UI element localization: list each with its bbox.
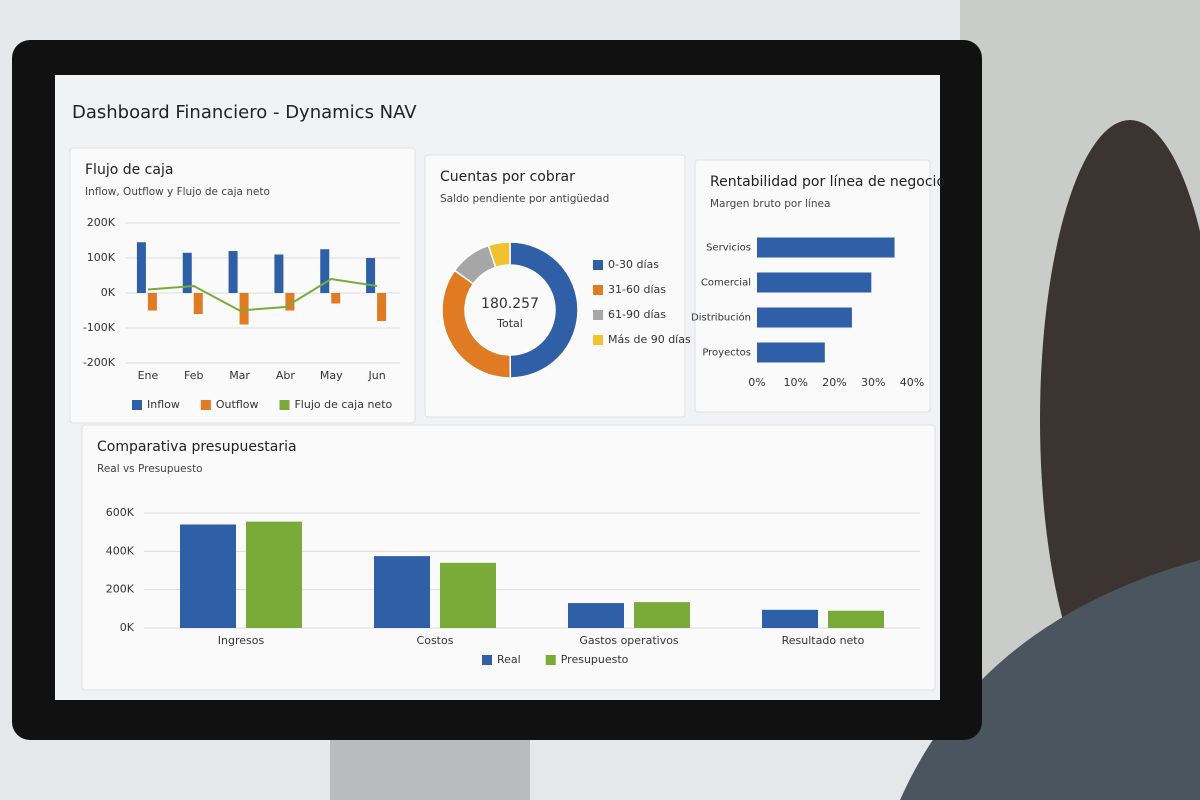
x-tick-label: 30% [861,376,885,389]
bar [374,556,430,628]
dashboard-title: Dashboard Financiero - Dynamics NAV [72,102,417,123]
person-head [1040,120,1200,720]
legend-label: Outflow [216,398,259,411]
bar [320,249,330,293]
bar [147,293,157,311]
bar [762,609,818,628]
x-tick-label: 20% [822,376,846,389]
x-tick-label: Resultado neto [782,634,865,647]
legend-swatch [482,655,492,665]
bar [568,603,624,628]
legend-label: 31-60 días [608,283,666,296]
legend-label: Presupuesto [561,653,629,666]
legend-label: Inflow [147,398,180,411]
bar [377,293,387,321]
bar [239,293,249,325]
x-tick-label: Ingresos [218,634,265,647]
panel-title: Rentabilidad por línea de negocio [710,174,945,190]
bar [634,602,690,628]
legend-swatch [132,400,142,410]
panel-subtitle: Real vs Presupuesto [97,463,203,475]
bar [182,252,192,293]
bar [193,293,203,314]
legend-swatch [593,335,603,345]
person-shoulder [900,560,1200,800]
panels: Flujo de caja Inflow, Outflow y Flujo de … [69,147,945,691]
y-tick-label: 200K [87,216,116,229]
panel-subtitle: Inflow, Outflow y Flujo de caja neto [85,186,270,198]
x-tick-label: 40% [900,376,924,389]
legend-label: 61-90 días [608,308,666,321]
legend-swatch [593,310,603,320]
bar [246,521,302,628]
y-tick-label: Comercial [701,278,751,289]
panel-title: Cuentas por cobrar [440,169,575,185]
legend-swatch [279,400,290,410]
bar [440,562,496,628]
y-tick-label: 600K [106,506,135,519]
donut-segment [509,241,579,379]
panel-card [69,147,416,424]
bar [331,293,341,304]
donut-caption: Total [496,317,523,330]
y-tick-label: -200K [83,356,116,369]
x-tick-label: Costos [417,634,454,647]
legend-swatch [200,400,211,410]
panel-title: Flujo de caja [85,162,173,178]
x-tick-label: Abr [276,369,296,382]
bar [228,251,238,293]
panel: Rentabilidad por línea de negocio Margen … [691,159,945,413]
bar [136,242,146,293]
bar [757,307,852,328]
panel-title: Comparativa presupuestaria [97,439,297,455]
x-tick-label: Ene [138,369,159,382]
legend-swatch [593,285,603,295]
panel-subtitle: Margen bruto por línea [710,198,830,210]
y-tick-label: Distribución [691,312,751,324]
line [147,277,378,312]
panel: Comparativa presupuestaria Real vs Presup… [81,424,936,691]
panel: Cuentas por cobrar Saldo pendiente por an… [424,154,691,418]
panel: Flujo de caja Inflow, Outflow y Flujo de … [69,147,416,424]
panel-subtitle: Saldo pendiente por antigüedad [440,193,609,205]
y-tick-label: -100K [83,321,116,334]
x-tick-label: Mar [229,369,250,382]
legend-label: Flujo de caja neto [294,398,392,411]
bar [757,272,872,293]
legend-label: Más de 90 días [608,333,691,346]
bar [757,342,825,363]
x-tick-label: Gastos operativos [579,634,679,647]
bar [285,293,295,311]
x-tick-label: May [320,369,343,382]
x-tick-label: Jun [367,369,385,382]
bar [180,524,236,628]
legend-swatch [545,655,556,665]
y-tick-label: 0K [101,286,116,299]
legend-label: Real [497,653,521,666]
donut-segment [487,241,511,269]
legend-swatch [593,260,603,270]
bar [274,254,284,293]
x-tick-label: 10% [784,376,808,389]
bar [828,610,884,628]
y-tick-label: 100K [87,251,116,264]
y-tick-label: Proyectos [702,348,751,359]
bar [757,237,895,258]
legend-label: 0-30 días [608,258,659,271]
y-tick-label: 200K [106,583,135,596]
x-tick-label: Feb [184,369,203,382]
y-tick-label: 400K [106,544,135,557]
bar [366,258,376,293]
y-tick-label: Servicios [706,243,751,254]
y-tick-label: 0K [120,621,135,634]
x-tick-label: 0% [748,376,765,389]
donut-total: 180.257 [481,296,539,312]
